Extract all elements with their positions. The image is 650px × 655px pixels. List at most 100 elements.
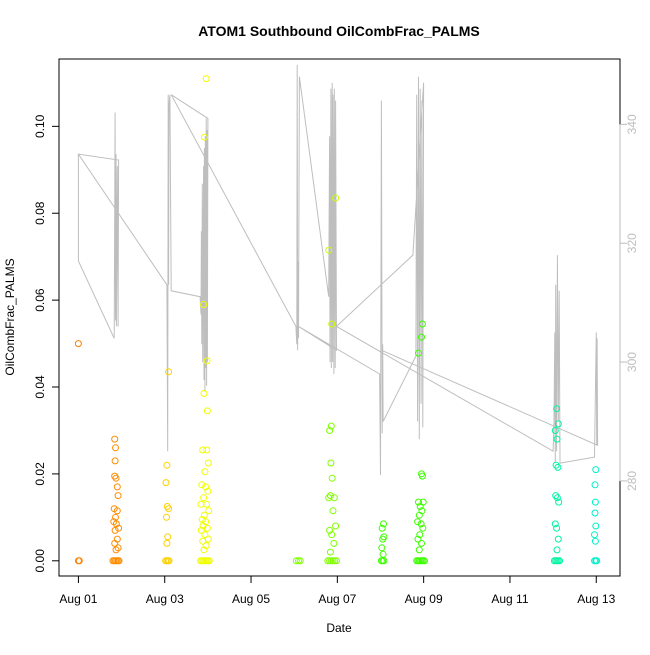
data-point <box>330 539 338 547</box>
data-point <box>415 546 423 554</box>
data-point <box>112 474 120 482</box>
data-point <box>111 435 119 443</box>
y-tick-label: 0.04 <box>33 375 47 399</box>
x-tick-label: Aug 13 <box>577 592 615 606</box>
secondary-series-line <box>77 64 599 476</box>
data-point <box>414 535 422 543</box>
data-point <box>165 505 173 513</box>
data-point <box>199 446 207 454</box>
data-point <box>198 481 206 489</box>
data-point <box>591 531 598 539</box>
data-point <box>415 349 422 357</box>
data-point <box>552 461 560 469</box>
data-point <box>112 513 119 521</box>
data-point <box>203 524 211 532</box>
data-point <box>415 511 423 519</box>
data-point <box>205 557 213 565</box>
data-point <box>329 507 337 515</box>
data-point <box>200 390 208 397</box>
data-point <box>379 535 387 543</box>
data-point <box>592 522 600 530</box>
x-tick-label: Aug 09 <box>405 592 443 606</box>
data-point <box>203 500 211 508</box>
data-point <box>553 546 561 554</box>
data-point <box>554 420 562 428</box>
x-tick-label: Aug 05 <box>232 592 270 606</box>
data-point <box>325 246 333 254</box>
y-tick-label: 0.10 <box>33 114 47 138</box>
data-point <box>203 407 211 415</box>
data-point <box>163 513 170 521</box>
y2-tick-label: 300 <box>625 352 639 372</box>
data-point <box>419 524 427 532</box>
data-point <box>326 492 334 500</box>
data-point <box>112 546 120 554</box>
data-point <box>202 542 210 550</box>
data-point <box>202 483 210 491</box>
data-point <box>328 531 336 539</box>
data-point <box>378 524 386 532</box>
data-point <box>199 522 207 530</box>
data-point <box>111 539 119 547</box>
data-point <box>417 520 425 528</box>
data-point <box>327 422 335 430</box>
data-point <box>163 539 171 547</box>
y-tick-label: 0.02 <box>33 462 47 486</box>
data-point <box>296 557 304 565</box>
data-point <box>165 557 173 565</box>
data-point <box>115 524 123 532</box>
data-point <box>199 537 207 545</box>
data-point <box>326 427 334 434</box>
secondary-series-layer <box>77 64 599 476</box>
data-point <box>421 557 428 565</box>
data-point <box>332 522 340 530</box>
data-point <box>115 557 123 565</box>
x-tick-label: Aug 07 <box>318 592 356 606</box>
data-point <box>74 340 82 348</box>
data-point <box>200 511 208 519</box>
data-point <box>203 357 211 365</box>
data-point <box>114 492 122 500</box>
data-point <box>328 320 336 328</box>
data-point <box>554 463 562 471</box>
y-tick-label: 0.08 <box>33 201 47 225</box>
data-point <box>379 550 387 558</box>
data-point <box>326 526 334 534</box>
points-layer <box>74 75 601 565</box>
data-point <box>112 444 119 452</box>
x-axis-label: Date <box>326 621 352 635</box>
data-point <box>202 75 210 83</box>
data-point <box>552 492 560 500</box>
data-point <box>204 487 212 495</box>
data-point <box>112 520 120 528</box>
data-point <box>164 533 172 541</box>
data-point <box>414 518 422 526</box>
data-point <box>551 427 559 434</box>
data-point <box>113 483 121 491</box>
data-point <box>556 557 564 565</box>
y2-tick-label: 280 <box>625 471 639 491</box>
data-point <box>551 520 559 528</box>
x-tick-label: Aug 01 <box>59 592 97 606</box>
data-point <box>378 544 386 552</box>
data-point <box>326 548 334 556</box>
data-point <box>111 526 119 534</box>
data-point <box>203 446 211 454</box>
data-point <box>162 479 170 487</box>
y-axis-label: OilCombFrac_PALMS <box>3 258 17 375</box>
data-point <box>200 494 208 502</box>
data-point <box>591 481 599 489</box>
data-point <box>204 459 212 467</box>
data-point <box>201 531 209 539</box>
data-point <box>553 405 561 413</box>
data-point <box>163 461 171 469</box>
data-point <box>75 557 83 565</box>
data-point <box>327 459 335 467</box>
y2-tick-label: 320 <box>625 233 639 253</box>
data-point <box>200 301 208 308</box>
data-point <box>591 498 599 506</box>
y-tick-label: 0.06 <box>33 288 47 312</box>
data-point <box>292 557 300 565</box>
data-point <box>197 526 205 534</box>
